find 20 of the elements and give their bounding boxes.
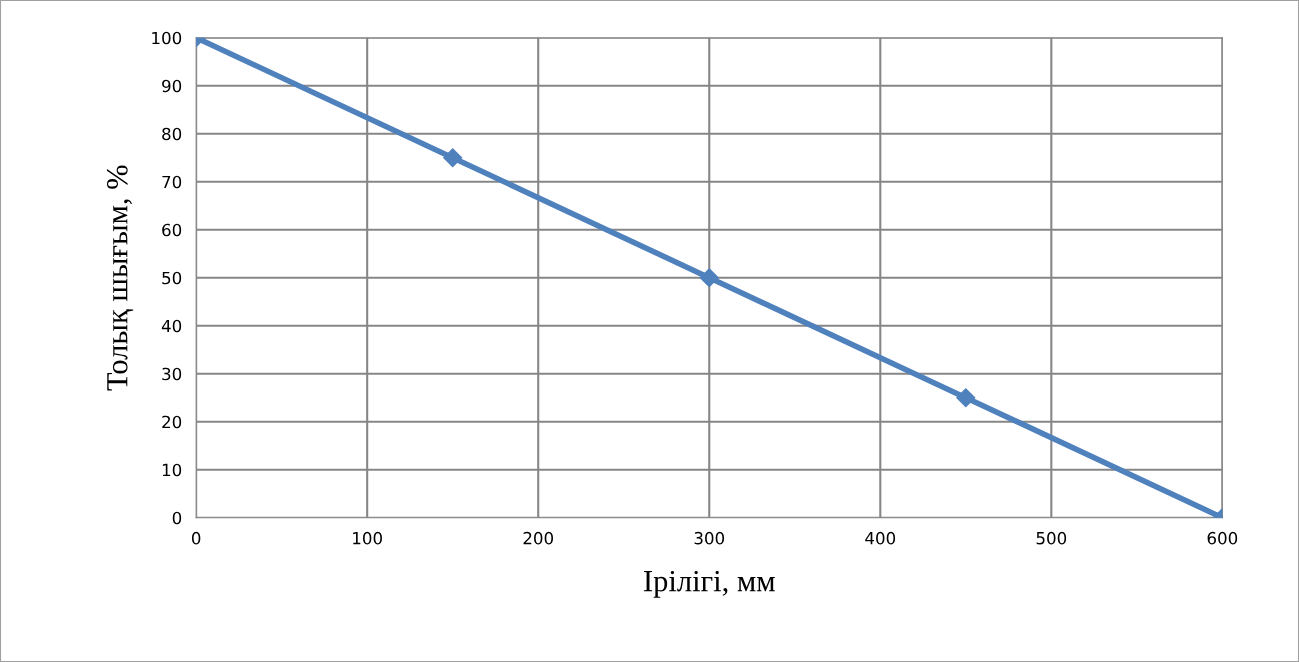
y-tick-label: 10 <box>162 463 182 477</box>
y-tick-label: 100 <box>152 31 182 45</box>
x-tick-label: 300 <box>694 531 725 545</box>
y-tick-label: 60 <box>162 223 182 237</box>
y-tick-label: 40 <box>161 319 182 333</box>
x-tick-label: 500 <box>1036 531 1067 545</box>
y-tick-label: 0 <box>172 511 182 525</box>
y-tick-label: 80 <box>162 127 182 141</box>
y-tick-label: 90 <box>162 79 182 93</box>
x-tick-label: 400 <box>865 531 896 545</box>
x-tick-label: 100 <box>353 531 382 545</box>
x-axis-title: Ірілігі, мм <box>644 570 775 598</box>
x-tick-label: 200 <box>523 531 554 545</box>
y-tick-label: 50 <box>162 271 182 285</box>
y-axis-title: Толық шығым, % <box>106 165 134 391</box>
x-tick-label: 0 <box>191 531 201 545</box>
y-tick-label: 70 <box>162 175 182 189</box>
y-tick-label: 30 <box>162 367 182 381</box>
x-tick-label: 600 <box>1207 531 1238 545</box>
y-tick-label: 20 <box>162 415 182 429</box>
